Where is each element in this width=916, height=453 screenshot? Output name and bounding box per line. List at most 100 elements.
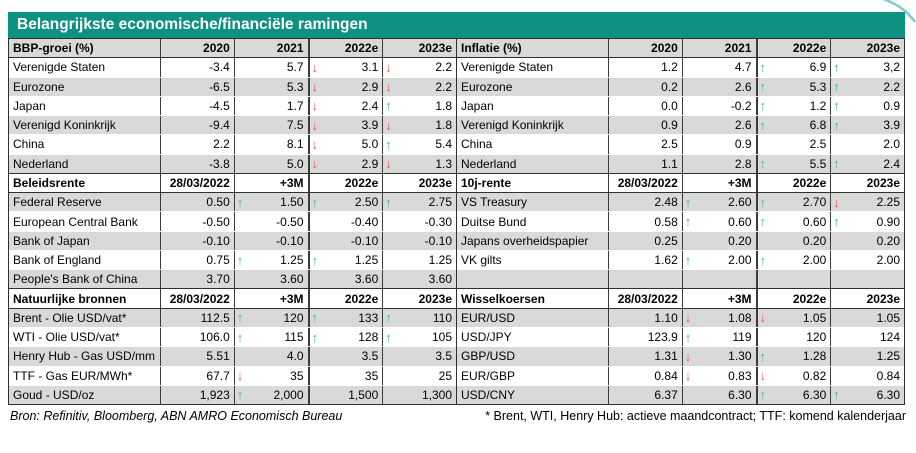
cell-value: 0.84	[654, 368, 678, 383]
up-arrow-icon: ↑	[236, 252, 244, 268]
section-header-row: Natuurlijke bronnen 28/03/2022 +3M 2022e 202…	[9, 288, 456, 309]
up-arrow-icon: ↑	[311, 194, 319, 210]
value-cell: 2.6	[681, 77, 756, 96]
value-cell	[681, 270, 756, 289]
up-arrow-icon: ↑	[759, 117, 767, 133]
value-cell: 106.0	[160, 327, 234, 347]
cell-value: 2,000	[273, 387, 304, 402]
up-arrow-icon: ↑	[759, 156, 767, 172]
cell-value: 7.5	[286, 118, 304, 133]
cell-value: 2.00	[876, 253, 900, 268]
down-arrow-icon: ↓	[311, 98, 319, 114]
value-cell: 2.0	[830, 135, 904, 154]
cell-value: 123.9	[647, 330, 678, 345]
cell-value: 1,923	[199, 387, 230, 402]
value-cell: 0.20	[755, 231, 831, 250]
cell-value: 6.30	[802, 387, 827, 402]
value-cell: ↑ 2.00	[755, 250, 831, 270]
column-header: +3M	[233, 289, 308, 308]
cell-value: 2.00	[728, 253, 752, 268]
cell-value: 0.25	[654, 233, 678, 248]
table-row: Federal Reserve 0.50 ↑ 1.50 ↑ 2.50 ↑ 2.75	[9, 193, 456, 213]
up-arrow-icon: ↑	[311, 310, 319, 326]
cell-value: 5.5	[809, 156, 827, 171]
value-cell	[608, 270, 682, 289]
value-cell: ↓ 1.8	[382, 116, 456, 135]
value-cell: 120	[755, 327, 831, 347]
value-cell: -6.5	[160, 77, 234, 96]
column-header: 28/03/2022	[160, 289, 234, 308]
value-cell: -0.30	[382, 212, 456, 231]
value-cell: -0.10	[160, 231, 234, 250]
cell-value: -0.2	[730, 98, 752, 113]
cell-value: -3.4	[209, 60, 230, 75]
source-note: Bron: Refinitiv, Bloomberg, ABN AMRO Eco…	[10, 409, 343, 423]
value-cell: ↑ 2,000	[233, 385, 308, 405]
cell-value: -0.10	[424, 233, 452, 248]
cell-value: 0.58	[654, 214, 678, 229]
cell-value: 0.83	[728, 368, 752, 383]
value-cell: 1.62	[608, 250, 682, 270]
value-cell: 0.75	[160, 250, 234, 270]
value-cell: -3.4	[160, 58, 234, 77]
cell-value: -0.30	[424, 214, 452, 229]
value-cell: 0.20	[830, 231, 904, 250]
value-cell: ↑ 119	[681, 327, 756, 347]
column-header: 28/03/2022	[160, 173, 234, 193]
cell-value: 1.25	[354, 253, 379, 268]
value-cell: ↑ 0.90	[830, 212, 904, 231]
value-cell: 0.84	[608, 366, 682, 385]
value-cell: -4.5	[160, 96, 234, 116]
up-arrow-icon: ↑	[684, 194, 692, 210]
value-cell: 3.60	[233, 270, 308, 289]
cell-value: 3.60	[280, 272, 304, 287]
value-cell: -3.8	[160, 154, 234, 173]
cell-value: 3.9	[361, 118, 379, 133]
value-cell: 0.0	[608, 96, 682, 116]
up-arrow-icon: ↑	[759, 59, 767, 75]
table-row: China 2.2 8.1 ↓ 5.0 ↑ 5.4	[9, 135, 456, 155]
row-label: China	[461, 137, 493, 152]
value-cell: 0.9	[608, 116, 682, 135]
cell-value: 2.60	[728, 195, 752, 210]
table-row: VK gilts 1.62 ↑ 2.00 ↑ 2.00 2.00	[457, 250, 904, 271]
cell-value: 2.9	[361, 156, 379, 171]
value-cell: -0.10	[382, 231, 456, 250]
value-cell: ↓ 3.9	[307, 116, 383, 135]
value-cell: 1.25	[830, 347, 904, 366]
value-cell: ↑ 1.25	[233, 250, 308, 270]
row-label: Nederland	[461, 156, 517, 171]
up-arrow-icon: ↑	[833, 79, 840, 95]
down-arrow-icon: ↓	[385, 79, 392, 95]
value-cell: 5.51	[160, 347, 234, 366]
value-cell: ↑ 2.00	[681, 250, 756, 270]
up-arrow-icon: ↑	[684, 252, 692, 268]
value-cell: -0.2	[681, 96, 756, 116]
cell-value: 2.70	[802, 195, 827, 210]
cell-value: 2.00	[802, 253, 827, 268]
value-cell: -9.4	[160, 116, 234, 135]
table-half: Inflatie (%) 2020 2021 2022e 2023e Verenigde …	[457, 39, 904, 405]
cell-value: -0.40	[350, 214, 379, 229]
column-header: 2023e	[830, 39, 904, 58]
value-cell: 0.9	[681, 135, 756, 154]
cell-value: -9.4	[209, 118, 230, 133]
value-cell: 112.5	[160, 308, 234, 327]
value-cell: 5.7	[233, 58, 308, 77]
cell-value: -0.10	[350, 233, 379, 248]
row-label: EUR/GBP	[461, 368, 516, 383]
value-cell: 2.48	[608, 193, 682, 212]
row-label: Verenigde Staten	[13, 60, 106, 75]
cell-value: 2.50	[354, 195, 379, 210]
value-cell: ↓ 5.0	[307, 135, 383, 154]
cell-value: 1.05	[802, 310, 827, 325]
value-cell: 2.2	[160, 135, 234, 154]
up-arrow-icon: ↑	[236, 387, 244, 403]
value-cell: ↓ 1.3	[382, 154, 456, 173]
cell-value: 2.2	[883, 79, 900, 94]
table-row: WTI - Olie USD/vat* 106.0 ↑ 115 ↑ 128 ↑ 105	[9, 327, 456, 348]
cell-value: 0.60	[802, 214, 827, 229]
row-label: People's Bank of China	[13, 272, 138, 287]
cell-value: 6.8	[809, 118, 827, 133]
